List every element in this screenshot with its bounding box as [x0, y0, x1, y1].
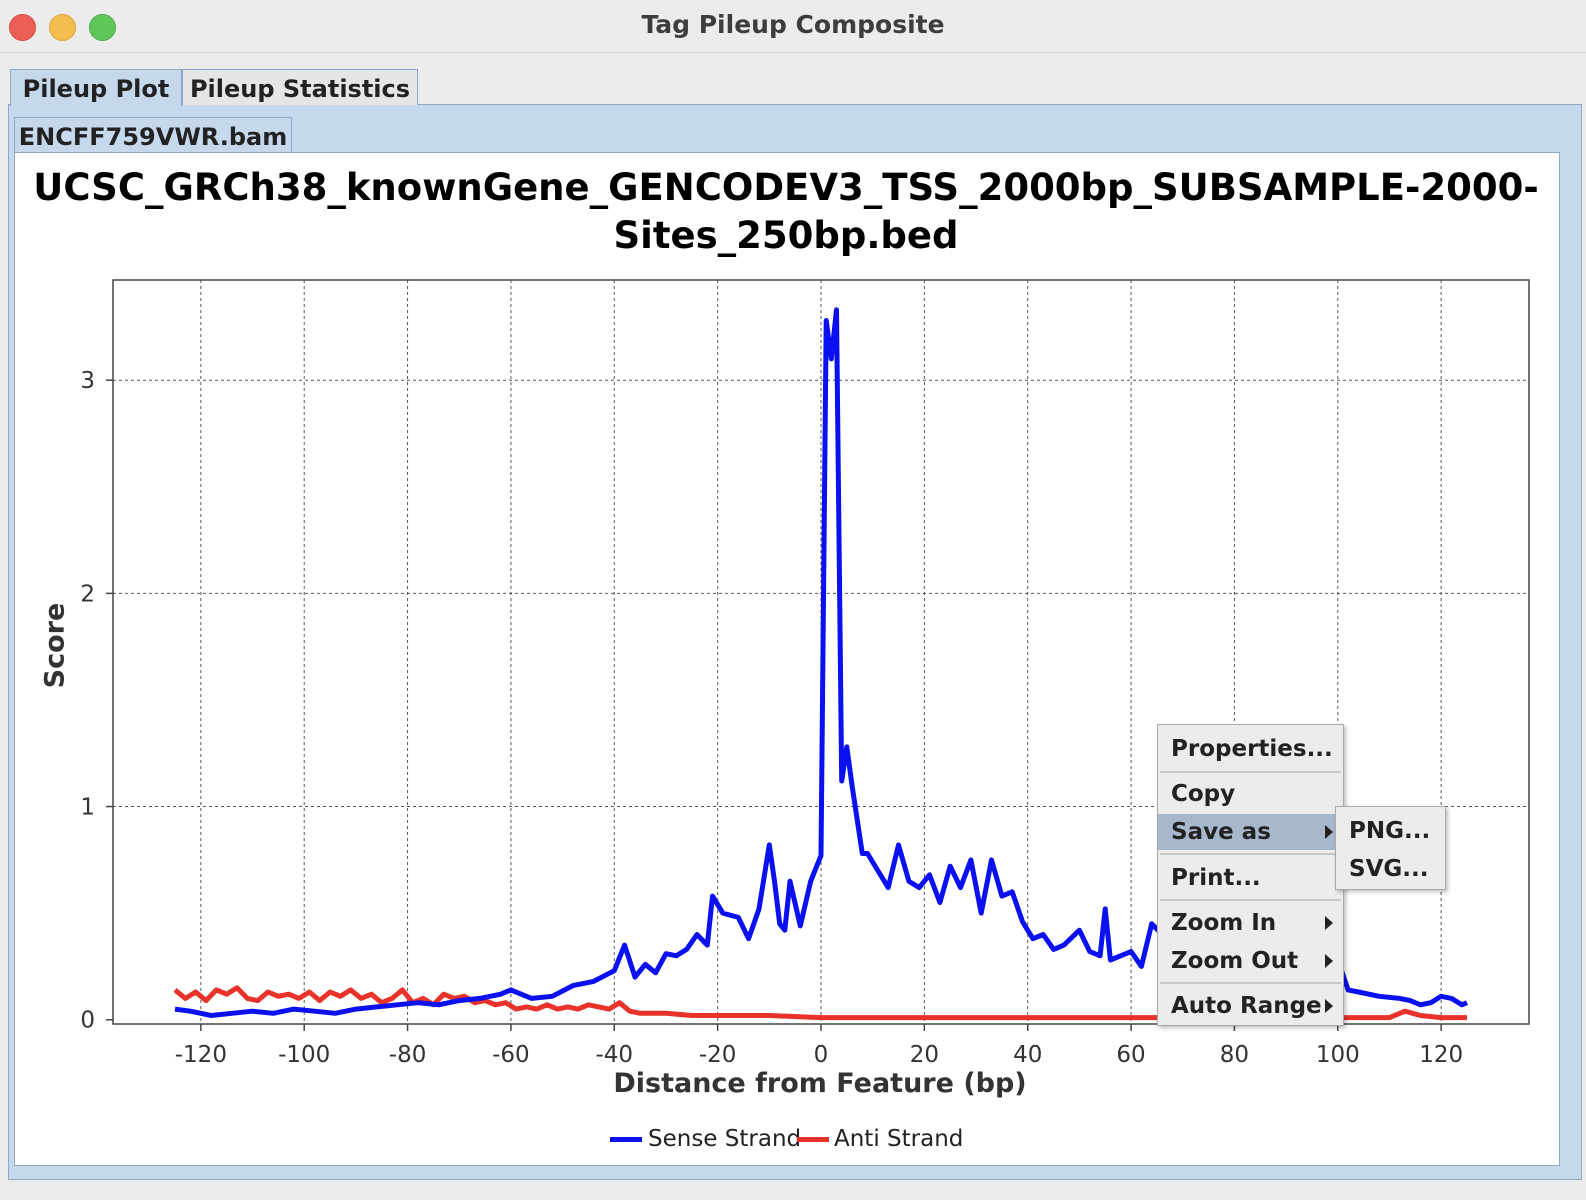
menu-separator	[1160, 899, 1341, 901]
maximize-window-button[interactable]	[89, 14, 116, 41]
menu-item-auto-range-label: Auto Range	[1171, 993, 1322, 1019]
submenu-item-svg[interactable]: SVG...	[1349, 856, 1429, 882]
menu-item-print[interactable]: Print...	[1171, 865, 1261, 891]
menu-item-auto-range[interactable]: Auto Range	[1158, 988, 1343, 1024]
window-titlebar: Tag Pileup Composite	[0, 0, 1586, 53]
menu-item-zoom-in-label: Zoom In	[1171, 910, 1277, 936]
legend-swatch-sense	[610, 1137, 642, 1142]
save-as-submenu: PNG... SVG...	[1335, 806, 1446, 890]
menu-separator	[1160, 771, 1341, 773]
submenu-arrow-icon	[1325, 916, 1333, 930]
tab-pileup-plot[interactable]: Pileup Plot	[10, 69, 182, 106]
legend-label-sense: Sense Strand	[648, 1126, 802, 1152]
window-bottom-edge	[0, 1180, 1586, 1200]
x-axis-label: Distance from Feature (bp)	[613, 1068, 1027, 1099]
menu-item-zoom-in[interactable]: Zoom In	[1158, 905, 1343, 941]
menu-item-save-as-label: Save as	[1171, 819, 1271, 845]
y-axis-label: Score	[39, 602, 71, 689]
menu-item-copy[interactable]: Copy	[1171, 781, 1236, 807]
close-window-button[interactable]	[9, 14, 36, 41]
chart-legend: Sense Strand Anti Strand	[0, 1124, 1586, 1156]
menu-item-properties[interactable]: Properties...	[1171, 736, 1333, 762]
submenu-arrow-icon	[1325, 825, 1333, 839]
submenu-item-png[interactable]: PNG...	[1349, 818, 1431, 844]
submenu-arrow-icon	[1325, 954, 1333, 968]
window-title: Tag Pileup Composite	[641, 10, 945, 39]
subtab-bam-file[interactable]: ENCFF759VWR.bam	[14, 117, 292, 153]
context-menu: Properties... Copy Save as Print... Zoom…	[1157, 724, 1344, 1026]
submenu-arrow-icon	[1325, 999, 1333, 1013]
chart-title-line2: Sites_250bp.bed	[613, 214, 959, 257]
chart-title: UCSC_GRCh38_knownGene_GENCODEV3_TSS_2000…	[14, 164, 1558, 260]
menu-item-zoom-out-label: Zoom Out	[1171, 948, 1299, 974]
legend-swatch-anti	[797, 1137, 829, 1142]
menu-separator	[1160, 982, 1341, 984]
menu-separator	[1160, 853, 1341, 855]
tab-pileup-statistics[interactable]: Pileup Statistics	[182, 69, 418, 105]
minimize-window-button[interactable]	[49, 14, 76, 41]
chart-title-line1: UCSC_GRCh38_knownGene_GENCODEV3_TSS_2000…	[33, 166, 1539, 209]
menu-item-save-as[interactable]: Save as	[1158, 814, 1343, 850]
legend-label-anti: Anti Strand	[834, 1126, 964, 1152]
menu-item-zoom-out[interactable]: Zoom Out	[1158, 943, 1343, 979]
